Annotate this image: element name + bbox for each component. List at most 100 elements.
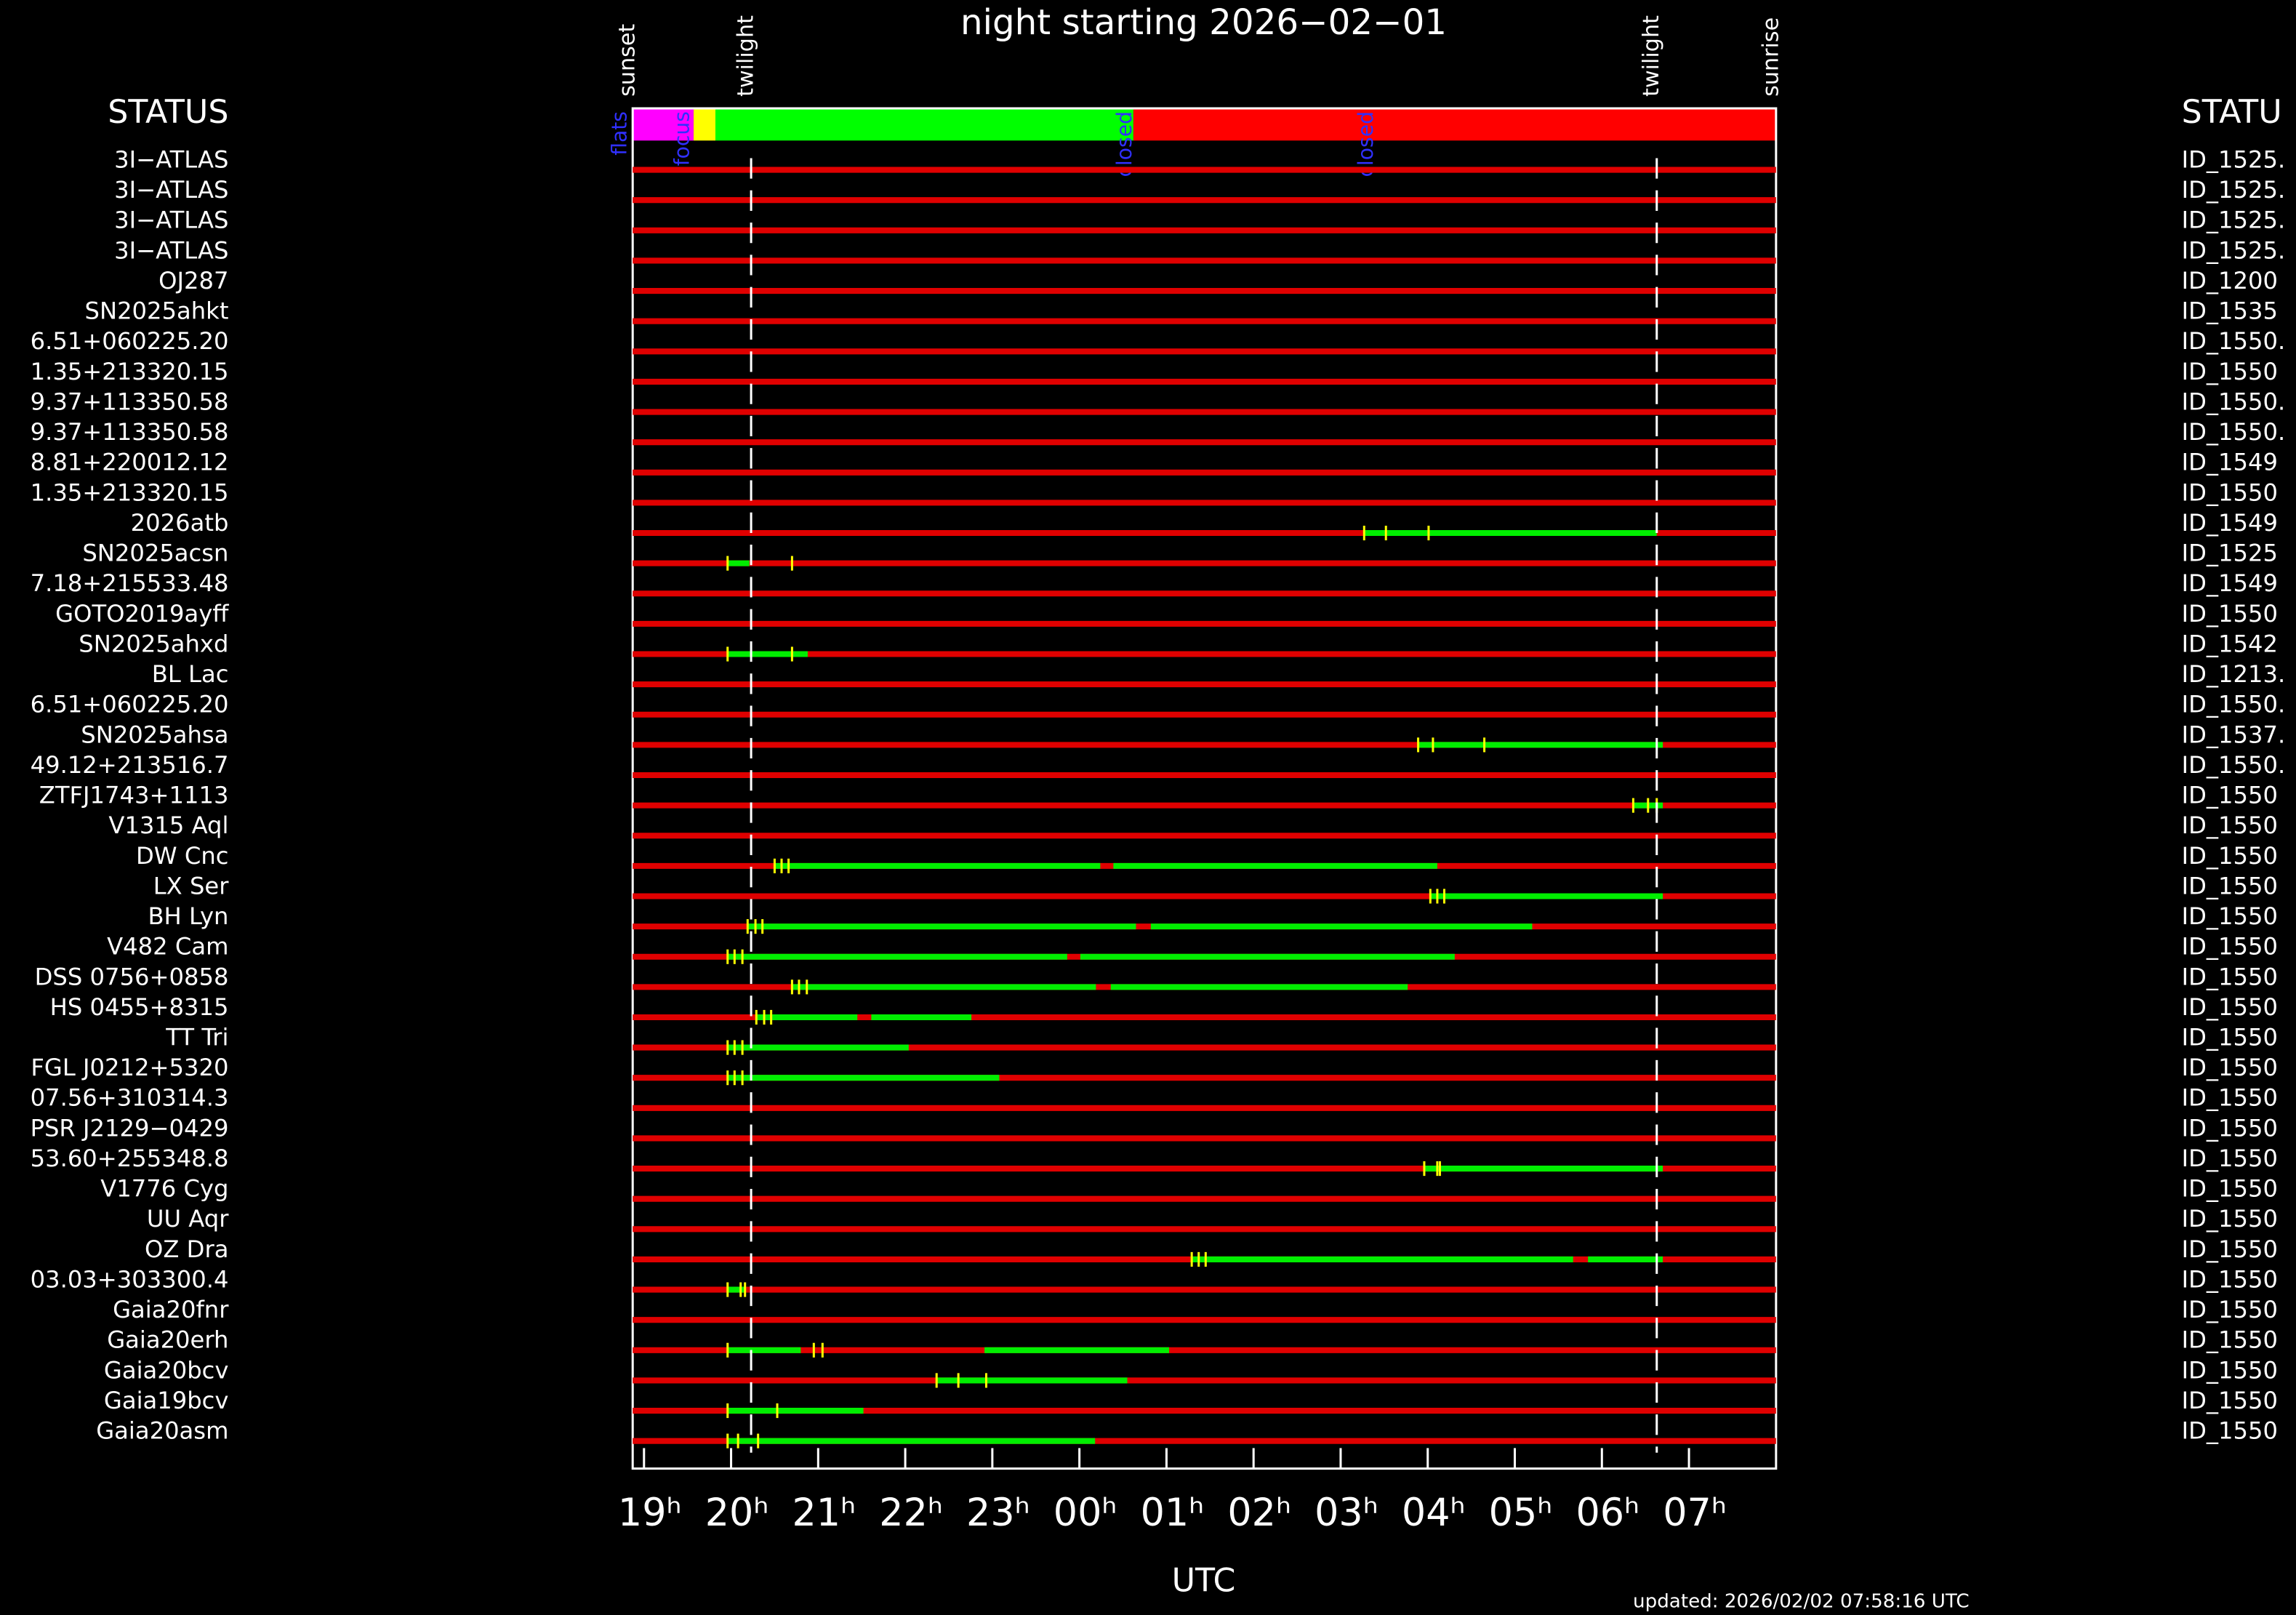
target-id: ID_1550. <box>2182 388 2286 415</box>
target-name: SN2025ahkt <box>85 297 229 325</box>
updated-note: updated: 2026/02/02 07:58:16 UTC <box>1633 1590 1970 1612</box>
target-id: ID_1549 <box>2182 509 2278 537</box>
target-id: ID_1550 <box>2182 358 2278 385</box>
target-id: ID_1550 <box>2182 1145 2278 1172</box>
target-id: ID_1525. <box>2182 176 2286 204</box>
target-name: ZTFJ1743+1113 <box>39 782 229 809</box>
target-name: SN2025acsn <box>82 540 228 567</box>
target-name: Gaia20asm <box>96 1417 228 1445</box>
target-id: ID_1550 <box>2182 1296 2278 1323</box>
target-id: ID_1550 <box>2182 1387 2278 1414</box>
target-id: ID_1550. <box>2182 327 2286 355</box>
target-name: 9.37+113350.58 <box>31 418 229 446</box>
target-id: ID_1550 <box>2182 842 2278 870</box>
target-name: 7.18+215533.48 <box>31 569 229 597</box>
target-id: ID_1550 <box>2182 1356 2278 1384</box>
x-tick-label: 05ʰ <box>1489 1491 1553 1535</box>
x-tick-label: 22ʰ <box>879 1491 943 1535</box>
target-name: 6.51+060225.20 <box>31 327 229 355</box>
plot-frame <box>631 107 1778 1470</box>
target-name: 1.35+213320.15 <box>31 478 229 506</box>
target-name: Gaia20erh <box>107 1326 228 1354</box>
target-id: ID_1550 <box>2182 1114 2278 1142</box>
target-id: ID_1550 <box>2182 478 2278 506</box>
status-label: focus <box>670 111 694 166</box>
target-name: BL Lac <box>152 660 229 688</box>
sun-event-label: twilight <box>1639 15 1664 97</box>
target-id: ID_1550 <box>2182 600 2278 628</box>
x-tick-label: 02ʰ <box>1227 1491 1291 1535</box>
target-name: V1315 Aql <box>108 811 228 839</box>
target-id: ID_1550 <box>2182 1054 2278 1081</box>
target-name: LX Ser <box>153 872 229 899</box>
target-id: ID_1535 <box>2182 297 2278 325</box>
status-segment <box>694 108 715 141</box>
target-name: 07.56+310314.3 <box>31 1084 229 1112</box>
target-id: ID_1550 <box>2182 1205 2278 1233</box>
target-id: ID_1542 <box>2182 630 2278 657</box>
x-tick-label: 19ʰ <box>618 1491 682 1535</box>
target-id: ID_1550 <box>2182 963 2278 990</box>
target-name: Gaia20fnr <box>113 1296 229 1323</box>
target-name: 3I−ATLAS <box>114 236 228 264</box>
target-name: FGL J0212+5320 <box>31 1054 228 1081</box>
target-name: SN2025ahsa <box>81 721 228 748</box>
target-id: ID_1550 <box>2182 1265 2278 1293</box>
target-name: 3I−ATLAS <box>114 207 228 234</box>
target-name: 49.12+213516.7 <box>31 751 229 779</box>
target-name: Gaia20bcv <box>104 1356 229 1384</box>
target-name: DSS 0756+0858 <box>35 963 229 990</box>
x-tick-label: 21ʰ <box>792 1491 856 1535</box>
target-id: ID_1550. <box>2182 751 2286 779</box>
target-name: 3I−ATLAS <box>114 176 228 204</box>
target-id: ID_1550 <box>2182 933 2278 961</box>
target-id: ID_1550 <box>2182 1024 2278 1051</box>
right-header: STATU <box>2182 94 2282 131</box>
sun-event-label: sunrise <box>1758 17 1783 97</box>
target-id: ID_1550 <box>2182 1175 2278 1203</box>
left-header: STATUS <box>108 94 228 131</box>
x-tick-label: 00ʰ <box>1053 1491 1117 1535</box>
target-name: UU Aqr <box>147 1205 229 1233</box>
target-name: TT Tri <box>165 1024 228 1051</box>
target-id: ID_1549 <box>2182 569 2278 597</box>
target-name: Gaia19bcv <box>104 1387 229 1414</box>
status-segment <box>633 108 694 141</box>
target-name: 03.03+303300.4 <box>31 1265 229 1293</box>
status-label: closed <box>1112 111 1136 177</box>
sun-event-label: sunset <box>615 24 641 97</box>
target-id: ID_1525. <box>2182 236 2286 264</box>
target-id: ID_1525 <box>2182 540 2278 567</box>
target-id: ID_1550 <box>2182 1235 2278 1263</box>
target-id: ID_1550 <box>2182 1417 2278 1445</box>
x-tick-label: 23ʰ <box>966 1491 1030 1535</box>
target-name: V1776 Cyg <box>100 1175 228 1203</box>
target-name: 2026atb <box>131 509 229 537</box>
target-name: OJ287 <box>158 267 228 294</box>
target-name: V482 Cam <box>107 933 228 961</box>
target-id: ID_1550 <box>2182 993 2278 1021</box>
target-id: ID_1550. <box>2182 691 2286 718</box>
target-name: SN2025ahxd <box>79 630 228 657</box>
x-tick-label: 03ʰ <box>1314 1491 1378 1535</box>
target-name: OZ Dra <box>145 1235 228 1263</box>
target-id: ID_1200 <box>2182 267 2278 294</box>
x-tick-label: 04ʰ <box>1402 1491 1466 1535</box>
target-id: ID_1550 <box>2182 902 2278 930</box>
target-id: ID_1537. <box>2182 721 2286 748</box>
chart-title: night starting 2026−02−01 <box>960 2 1447 43</box>
target-name: HS 0455+8315 <box>50 993 229 1021</box>
target-name: 9.37+113350.58 <box>31 388 229 415</box>
x-tick-label: 01ʰ <box>1141 1491 1205 1535</box>
sun-event-label: twilight <box>734 15 759 97</box>
target-name: DW Cnc <box>136 842 228 870</box>
x-tick-label: 20ʰ <box>705 1491 769 1535</box>
target-name: 3I−ATLAS <box>114 145 228 173</box>
target-id: ID_1549 <box>2182 449 2278 476</box>
target-id: ID_1550. <box>2182 418 2286 446</box>
target-name: 1.35+213320.15 <box>31 358 229 385</box>
target-name: 6.51+060225.20 <box>31 691 229 718</box>
target-id: ID_1525. <box>2182 145 2286 173</box>
target-name: PSR J2129−0429 <box>31 1114 229 1142</box>
